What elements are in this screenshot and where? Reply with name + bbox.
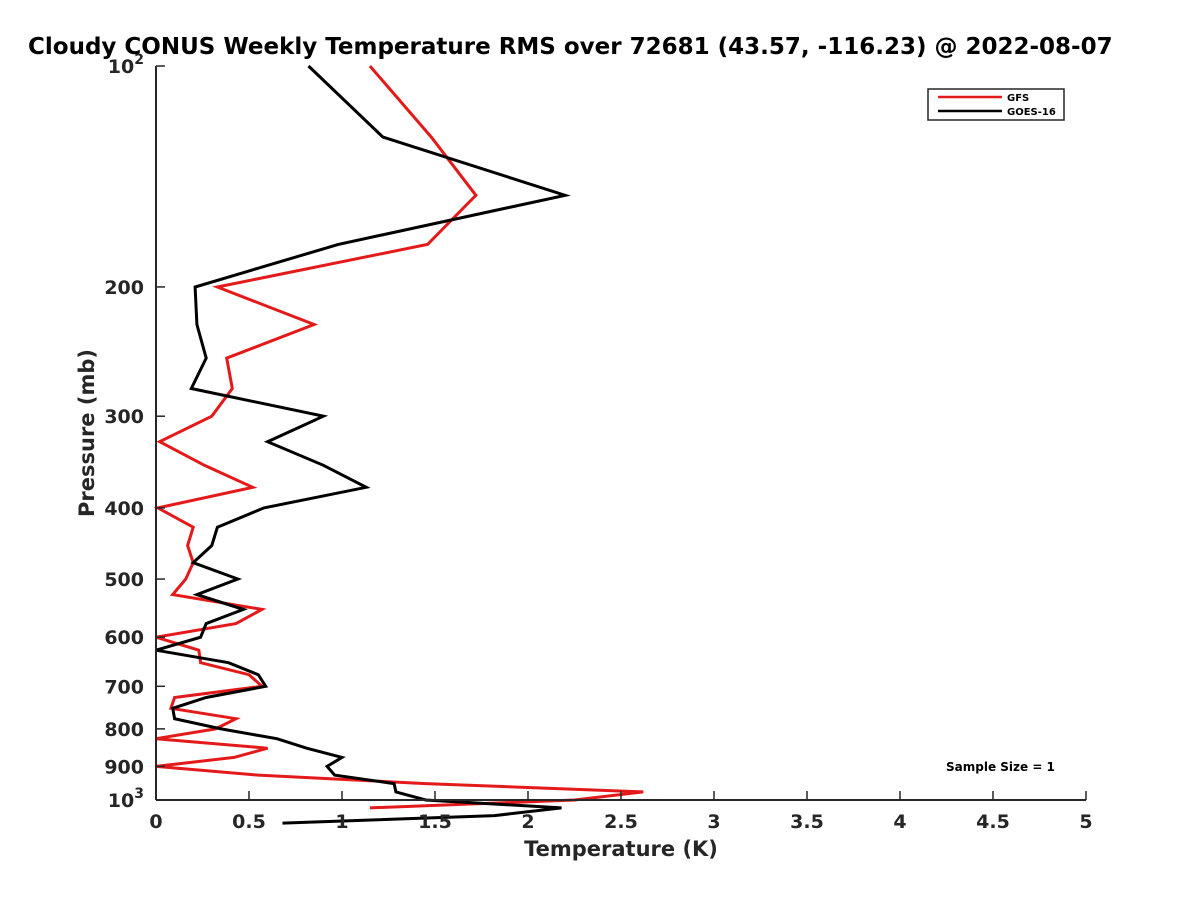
y-tick-label: 103 — [108, 786, 144, 812]
y-tick-label: 200 — [104, 277, 144, 299]
x-tick-label: 4 — [893, 811, 906, 833]
x-tick-label: 3 — [707, 811, 720, 833]
sample-size-annotation: Sample Size = 1 — [946, 760, 1055, 774]
y-tick-base: 10 — [108, 56, 134, 78]
series-layer — [153, 64, 644, 825]
legend: GFS GOES-16 — [927, 88, 1065, 121]
y-tick-label: 400 — [104, 498, 144, 520]
series-line-gfs — [153, 65, 644, 810]
y-tick-label: 600 — [104, 627, 144, 649]
x-tick-label: 3.5 — [790, 811, 824, 833]
x-tick-label: 2.5 — [604, 811, 638, 833]
series-line-goes-16 — [155, 64, 572, 825]
y-tick-label: 300 — [104, 406, 144, 428]
y-tick-label: 800 — [104, 719, 144, 741]
chart-title: Cloudy CONUS Weekly Temperature RMS over… — [28, 34, 1113, 60]
x-tick-label: 1.5 — [418, 811, 452, 833]
y-tick-label: 700 — [104, 676, 144, 698]
x-tick-label: 0.5 — [232, 811, 266, 833]
y-axis-label: Pressure (mb) — [75, 349, 99, 517]
y-tick-label: 500 — [104, 569, 144, 591]
x-tick-label: 0 — [149, 811, 162, 833]
plot-area: 0 0.5 1 1.5 2 2.5 3 3.5 4 4.5 5 102200300400500600… — [104, 52, 1092, 833]
x-tick-label: 4.5 — [976, 811, 1010, 833]
legend-label-gfs: GFS — [1007, 93, 1029, 104]
y-tick-label: 102 — [108, 52, 144, 78]
x-tick-label: 5 — [1079, 811, 1092, 833]
x-axis-label: Temperature (K) — [524, 837, 718, 861]
x-tick-label: 1 — [335, 811, 348, 833]
legend-box — [927, 88, 1065, 121]
y-tick-exponent: 3 — [134, 786, 144, 802]
legend-label-goes-16: GOES-16 — [1007, 107, 1056, 118]
x-ticks: 0 0.5 1 1.5 2 2.5 3 3.5 4 4.5 5 — [149, 791, 1093, 833]
x-tick-label: 2 — [521, 811, 534, 833]
y-tick-base: 10 — [108, 790, 134, 812]
y-tick-label: 900 — [104, 756, 144, 778]
y-tick-exponent: 2 — [134, 52, 144, 68]
